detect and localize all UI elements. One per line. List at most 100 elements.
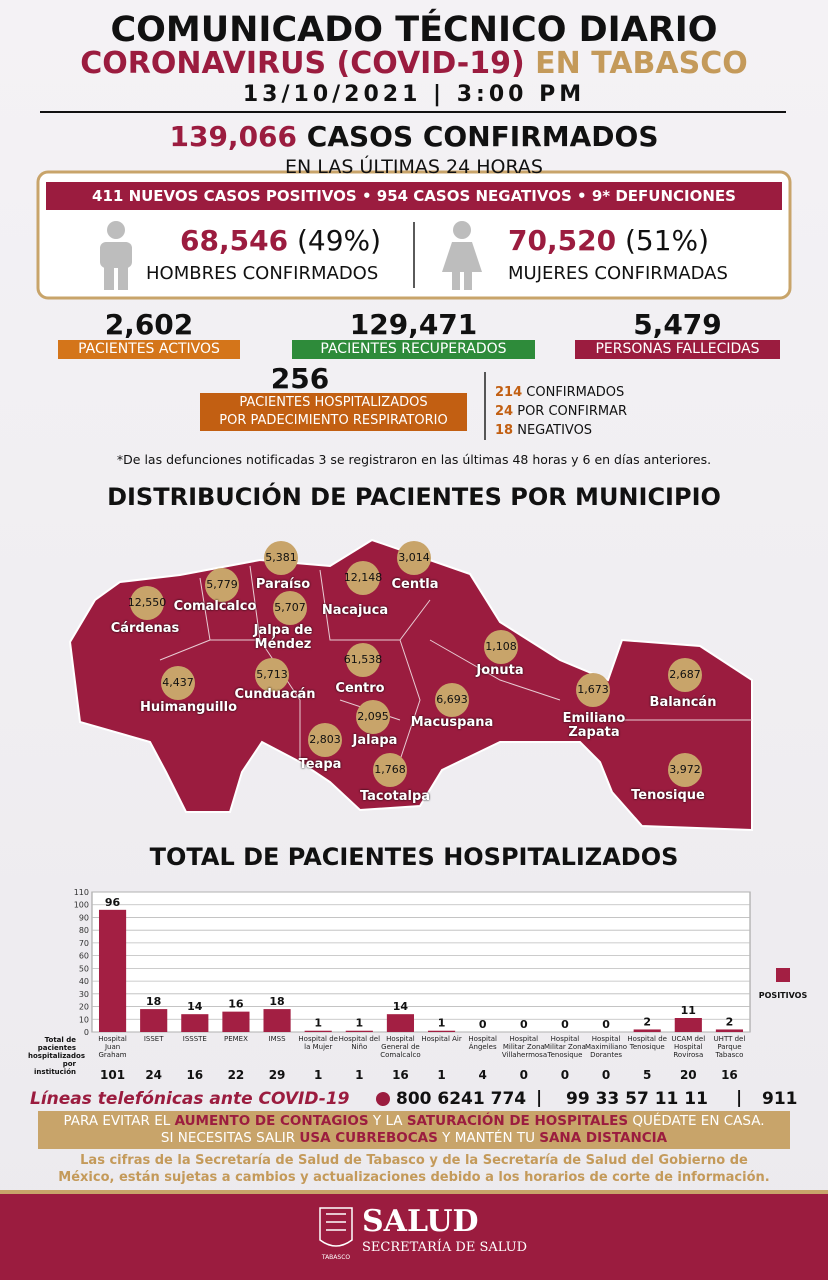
municipality-value: 3,972 bbox=[669, 763, 701, 776]
stat-label: PACIENTES RECUPERADOS bbox=[320, 341, 507, 357]
y-tick-label: 90 bbox=[79, 913, 89, 922]
men-count: 68,546 (49%) bbox=[180, 224, 381, 257]
municipality-value: 1,768 bbox=[374, 763, 406, 776]
footer-rule bbox=[0, 1190, 828, 1194]
breakdown-item: 24 POR CONFIRMAR bbox=[495, 402, 627, 421]
hospitalized-line: PACIENTES HOSPITALIZADOS bbox=[239, 395, 428, 410]
municipality-value: 3,014 bbox=[398, 551, 430, 564]
subtitle-a: CORONAVIRUS (COVID-19) bbox=[80, 46, 525, 81]
municipality-marker bbox=[255, 658, 289, 692]
hospital-tag bbox=[200, 393, 467, 431]
women-label: MUJERES CONFIRMADAS bbox=[508, 263, 728, 284]
value-label: 96 bbox=[105, 896, 121, 909]
bar bbox=[304, 1030, 332, 1032]
x-tick-label: Hospital Militar Zona Villahermosa bbox=[501, 1035, 548, 1059]
value-label: 0 bbox=[561, 1018, 569, 1031]
daily-line: 411 NUEVOS CASOS POSITIVOS • 954 CASOS N… bbox=[92, 187, 736, 205]
total-value: 16 bbox=[392, 1068, 409, 1082]
value-label: 1 bbox=[355, 1017, 363, 1030]
confirmed-number: 139,066 bbox=[169, 120, 298, 153]
value-label: 14 bbox=[187, 1000, 203, 1013]
municipality-marker bbox=[346, 643, 380, 677]
breakdown: 214 CONFIRMADOS 24 POR CONFIRMAR 18 NEGA… bbox=[495, 383, 627, 440]
confirmed: 139,066 CASOS CONFIRMADOS bbox=[0, 120, 828, 153]
y-tick-label: 40 bbox=[79, 977, 89, 986]
plot-frame bbox=[91, 891, 751, 1033]
municipality-name: Teapa bbox=[298, 757, 342, 772]
bar bbox=[181, 1014, 209, 1032]
y-tick-label: 10 bbox=[79, 1015, 89, 1024]
value-label: 11 bbox=[681, 1004, 696, 1017]
message-line: PARA EVITAR EL AUMENTO DE CONTAGIOS Y LA… bbox=[38, 1113, 790, 1129]
municipality-name: Centro bbox=[335, 681, 385, 696]
hospitalized-line: POR PADECIMIENTO RESPIRATORIO bbox=[219, 413, 448, 428]
x-tick-label: Hospital Ángeles bbox=[468, 1035, 497, 1051]
municipality-name: Jonuta bbox=[476, 663, 524, 678]
total-value: 4 bbox=[478, 1068, 487, 1082]
y-tick-label: 80 bbox=[79, 926, 89, 935]
bar bbox=[345, 1030, 373, 1032]
breakdown-label: POR CONFIRMAR bbox=[517, 404, 627, 419]
breakdown-label: NEGATIVOS bbox=[517, 423, 593, 438]
y-tick-label: 100 bbox=[74, 901, 89, 910]
value-label: 0 bbox=[520, 1018, 528, 1031]
municipality-value: 5,381 bbox=[265, 551, 297, 564]
municipality-name: Jalpa de Méndez bbox=[253, 623, 313, 652]
municipality-value: 2,687 bbox=[669, 668, 701, 681]
note: *De las defunciones notificadas 3 se reg… bbox=[116, 452, 712, 467]
legend-label: POSITIVOS bbox=[759, 991, 808, 1000]
daily-bar bbox=[46, 182, 782, 210]
municipality-name: Comalcalco bbox=[173, 599, 257, 614]
women-pct: (51%) bbox=[624, 224, 710, 257]
municipality-name: Tenosique bbox=[631, 788, 705, 803]
deaths-tag bbox=[575, 340, 780, 359]
bar bbox=[427, 1030, 456, 1032]
bar bbox=[140, 1009, 168, 1032]
message-text: PARA EVITAR EL bbox=[63, 1113, 175, 1129]
municipality-name: Emiliano Zapata bbox=[562, 711, 626, 740]
breakdown-value: 24 bbox=[495, 404, 514, 419]
disclaimer: Las cifras de la Secretaría de Salud de … bbox=[58, 1153, 770, 1185]
y-tick-label: 110 bbox=[74, 888, 89, 897]
message-highlight: AUMENTO DE CONTAGIOS bbox=[174, 1113, 369, 1129]
total-value: 1 bbox=[314, 1068, 323, 1082]
footer-band bbox=[0, 1194, 828, 1280]
y-tick-label: 0 bbox=[84, 1028, 89, 1037]
value-label: 14 bbox=[393, 1000, 409, 1013]
x-tick-label: Hospital de Tenosique bbox=[627, 1035, 667, 1051]
map-title: DISTRIBUCIÓN DE PACIENTES POR MUNICIPIO bbox=[107, 483, 721, 511]
message-highlight: SATURACIÓN DE HOSPITALES bbox=[406, 1113, 629, 1129]
municipality-marker bbox=[205, 568, 239, 602]
municipality-marker bbox=[161, 666, 195, 700]
hospitalized-value: 256 bbox=[270, 362, 330, 395]
total-value: 0 bbox=[601, 1068, 611, 1082]
x-tick-label: UCAM del Hospital Rovirosa bbox=[671, 1035, 706, 1059]
municipality-value: 61,538 bbox=[343, 653, 383, 666]
x-tick-label: Hospital del Niño bbox=[338, 1035, 381, 1051]
men-pct: (49%) bbox=[296, 224, 382, 257]
message-text: QUÉDATE EN CASA. bbox=[628, 1113, 765, 1129]
phone-icon bbox=[376, 1092, 390, 1106]
recovered-tag bbox=[292, 340, 535, 359]
shield-logo bbox=[319, 1207, 353, 1247]
municipality-marker bbox=[435, 683, 469, 717]
total-value: 101 bbox=[100, 1068, 126, 1082]
x-tick-label: ISSET bbox=[143, 1035, 164, 1043]
value-label: 18 bbox=[146, 995, 161, 1008]
municipality-marker bbox=[484, 630, 518, 664]
bar bbox=[715, 1029, 744, 1032]
period: EN LAS ÚLTIMAS 24 HORAS bbox=[285, 156, 543, 178]
total-value: 0 bbox=[560, 1068, 570, 1082]
total-value: 20 bbox=[679, 1068, 697, 1082]
municipality-marker bbox=[273, 591, 307, 625]
subtitle: CORONAVIRUS (COVID-19) EN TABASCO bbox=[0, 46, 828, 81]
message-highlight: USA CUBREBOCAS bbox=[299, 1130, 438, 1146]
municipality-name: Cárdenas bbox=[110, 621, 180, 636]
municipality-name: Centla bbox=[391, 577, 439, 592]
y-tick-label: 70 bbox=[79, 939, 89, 948]
municipality-value: 12,550 bbox=[127, 596, 167, 609]
stat-value: 5,479 bbox=[633, 308, 722, 341]
phone: 99 33 57 11 11 bbox=[566, 1089, 708, 1109]
logo-state: TABASCO bbox=[321, 1254, 351, 1261]
